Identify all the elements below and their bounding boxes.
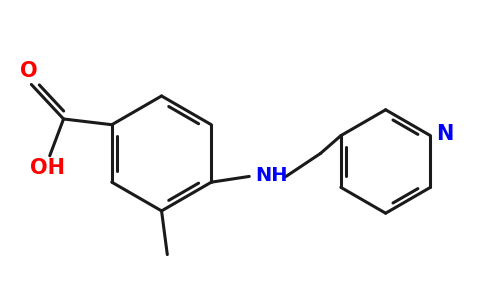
Text: O: O	[20, 61, 38, 81]
Text: OH: OH	[30, 158, 65, 178]
Text: N: N	[436, 124, 454, 145]
Text: NH: NH	[255, 166, 287, 185]
